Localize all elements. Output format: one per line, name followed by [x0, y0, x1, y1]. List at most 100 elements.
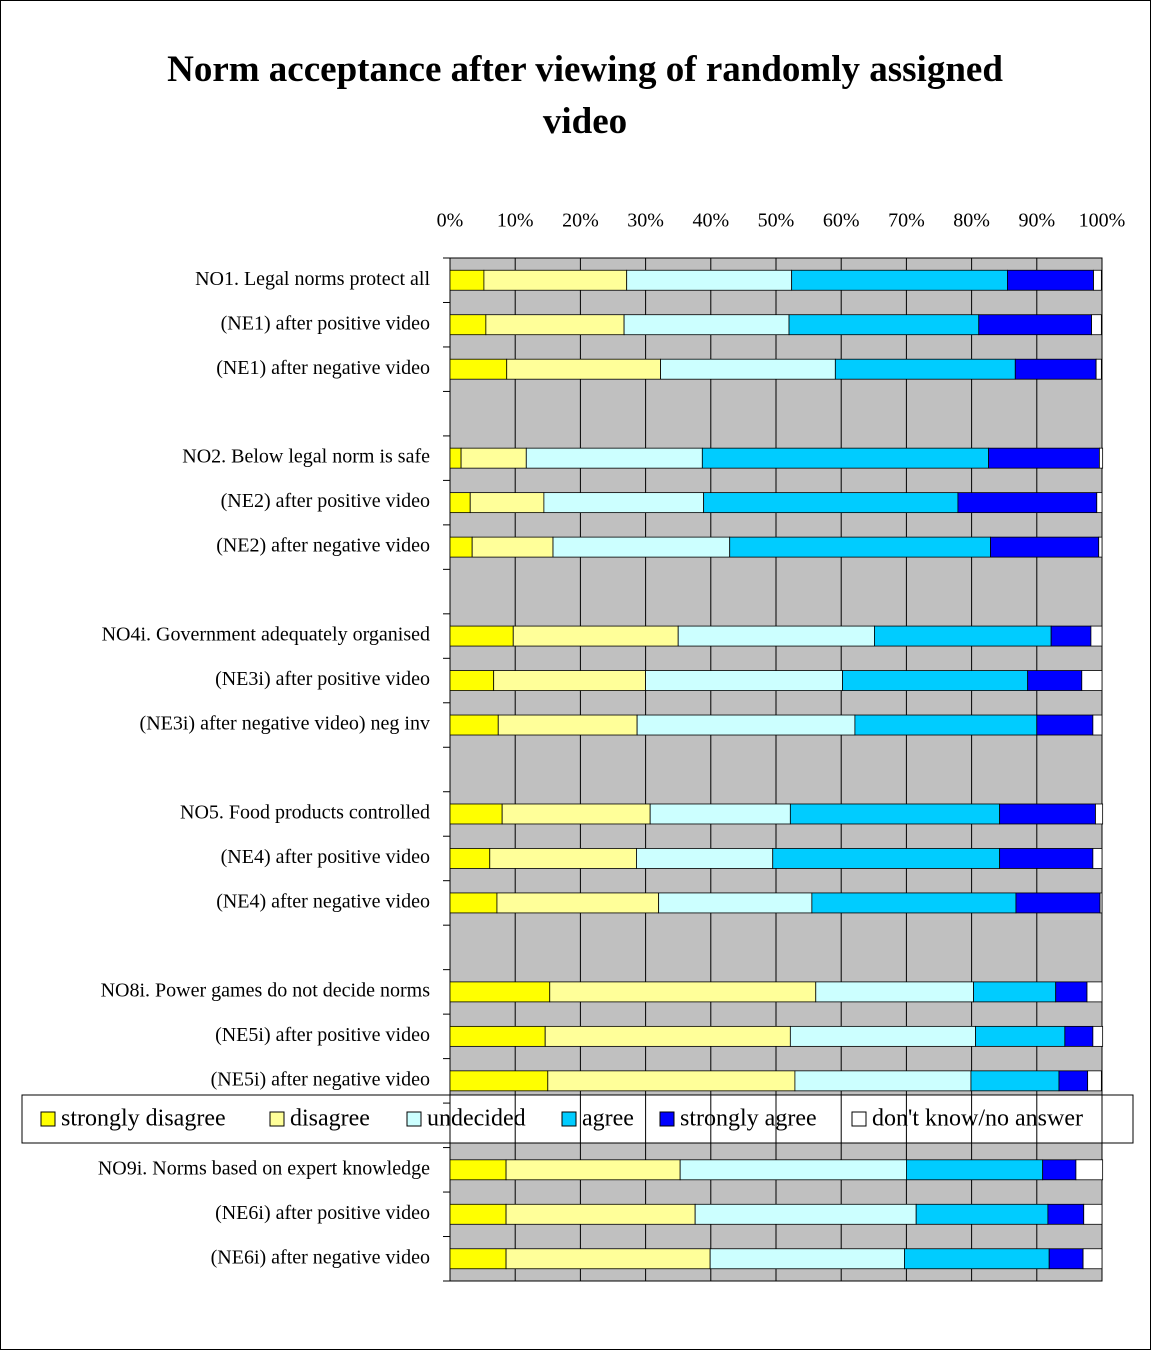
- bar-segment: [990, 536, 1100, 558]
- bar-segment: [789, 1025, 976, 1047]
- x-tick-label: 100%: [1079, 210, 1126, 232]
- bar-segment: [449, 492, 471, 514]
- y-tick-label: NO9i. Norms based on expert knowledge: [98, 1157, 430, 1179]
- bar-segment: [1055, 981, 1088, 1003]
- bar-segment: [449, 892, 498, 914]
- bar-segment: [449, 670, 495, 691]
- bar-segment: [649, 803, 791, 825]
- legend-label: agree: [582, 1106, 634, 1132]
- x-tick-label: 60%: [823, 210, 860, 232]
- bar-segment: [975, 1025, 1066, 1047]
- y-tick-label: (NE1) after positive video: [221, 312, 430, 334]
- y-tick-label: (NE5i) after negative video: [211, 1068, 430, 1090]
- bar-segment: [543, 492, 705, 514]
- bar-segment: [505, 1203, 696, 1225]
- legend-swatch: [40, 1111, 56, 1127]
- bar-segment: [1042, 1159, 1077, 1181]
- bar-segment: [645, 670, 843, 691]
- bar-segment: [904, 1248, 1050, 1270]
- bar-segment: [449, 358, 508, 380]
- bar-segment: [449, 1203, 507, 1225]
- chart-title: Norm acceptance after viewing of randoml…: [167, 49, 1003, 142]
- bar-segment: [1092, 714, 1103, 736]
- bar-segment: [1098, 536, 1103, 558]
- bar-segment: [449, 1025, 546, 1047]
- x-tick-label: 0%: [437, 210, 464, 232]
- bar-segment: [1091, 314, 1102, 336]
- bar-segment: [449, 536, 473, 558]
- bar-segment: [815, 981, 974, 1003]
- bar-segment: [988, 447, 1100, 469]
- bar-segment: [791, 269, 1008, 291]
- y-tick-label: (NE6i) after positive video: [215, 1202, 430, 1224]
- bar-segment: [544, 1025, 791, 1047]
- bar-segment: [999, 803, 1096, 825]
- bar-segment: [694, 1203, 917, 1225]
- legend-swatch: [659, 1111, 675, 1127]
- bar-segment: [660, 358, 836, 380]
- bar-segment: [789, 803, 1001, 825]
- bar-segment: [449, 625, 514, 647]
- bar-segment: [1093, 269, 1102, 291]
- bar-segment: [834, 358, 1016, 380]
- y-tick-label: NO2. Below legal norm is safe: [182, 446, 430, 468]
- bar-segment: [449, 1070, 549, 1092]
- y-tick-label: (NE2) after positive video: [221, 490, 430, 512]
- y-tick-label: (NE3i) after negative video) neg inv: [140, 713, 430, 735]
- bar-segment: [636, 714, 856, 736]
- bar-segment: [1007, 269, 1094, 291]
- bar-segment: [906, 1159, 1044, 1181]
- bar-segment: [729, 536, 991, 558]
- bar-segment: [449, 981, 551, 1003]
- legend-swatch: [561, 1111, 577, 1127]
- bar-segment: [999, 848, 1094, 869]
- bar-segment: [626, 269, 793, 291]
- bar-segment: [703, 492, 959, 514]
- bar-segment: [1075, 1159, 1104, 1181]
- bar-segment: [1047, 1203, 1085, 1225]
- y-tick-label: (NE5i) after positive video: [215, 1024, 430, 1046]
- legend-label: strongly agree: [680, 1106, 817, 1132]
- bar-segment: [1095, 803, 1104, 825]
- bar-segment: [1036, 714, 1094, 736]
- bar-segment: [1058, 1070, 1089, 1092]
- bar-segment: [957, 492, 1098, 514]
- legend-label: don't know/no answer: [872, 1106, 1083, 1132]
- bar-segment: [547, 1070, 796, 1092]
- y-tick-label: NO1. Legal norms protect all: [195, 268, 430, 290]
- bar-segment: [842, 670, 1029, 691]
- bar-segment: [1015, 892, 1101, 914]
- bar-segment: [460, 447, 527, 469]
- y-tick-label: (NE4) after positive video: [221, 846, 430, 868]
- bar-segment: [794, 1070, 972, 1092]
- bar-segment: [874, 625, 1052, 647]
- legend-label: disagree: [290, 1106, 370, 1132]
- bar-segment: [483, 269, 628, 291]
- bar-segment: [677, 625, 875, 647]
- bar-segment: [1090, 625, 1103, 647]
- bar-segment: [623, 314, 790, 336]
- x-tick-label: 40%: [692, 210, 729, 232]
- bar-segment: [506, 358, 661, 380]
- bar-segment: [1048, 1248, 1084, 1270]
- bar-segment: [449, 1159, 507, 1181]
- bar-segment: [501, 803, 651, 825]
- bar-segment: [1027, 670, 1083, 691]
- bar-segment: [973, 981, 1057, 1003]
- bar-segment: [854, 714, 1038, 736]
- bar-segment: [549, 981, 817, 1003]
- bar-segment: [788, 314, 980, 336]
- bar-segment: [449, 447, 462, 469]
- x-tick-label: 20%: [562, 210, 599, 232]
- bar-segment: [978, 314, 1092, 336]
- bar-segment: [772, 848, 1001, 869]
- y-tick-label: (NE6i) after negative video: [211, 1246, 430, 1268]
- bar-segment: [512, 625, 679, 647]
- bar-segment: [1096, 492, 1103, 514]
- bar-segment: [493, 670, 646, 691]
- legend-label: undecided: [427, 1106, 526, 1132]
- x-tick-label: 50%: [758, 210, 795, 232]
- bar-segment: [1092, 1025, 1104, 1047]
- y-tick-label: (NE3i) after positive video: [215, 668, 430, 690]
